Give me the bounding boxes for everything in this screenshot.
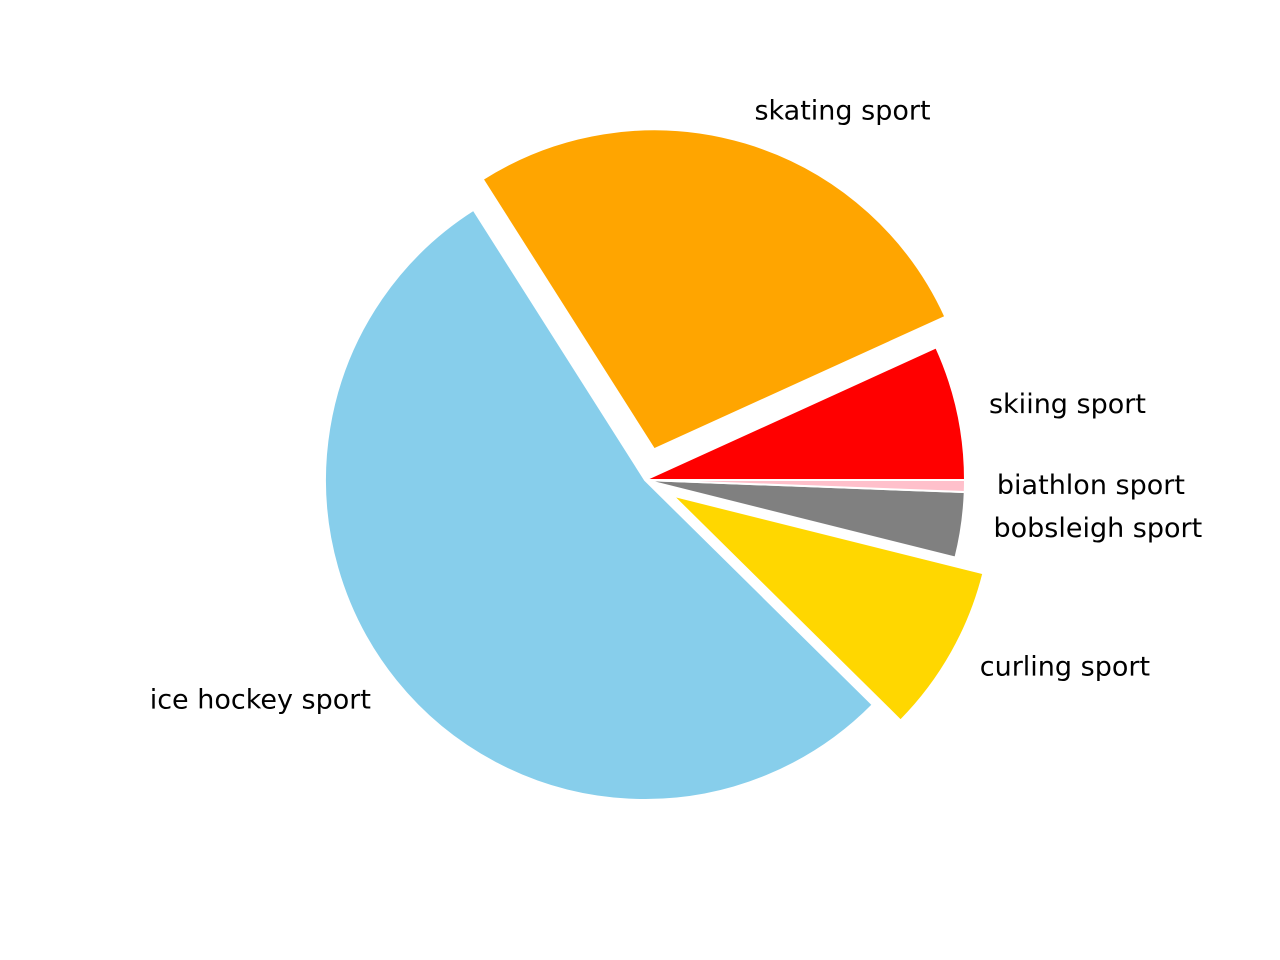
slice-ice-hockey-sport (324, 208, 875, 801)
pie-slices (324, 128, 985, 801)
label-skating-sport: skating sport (754, 95, 930, 126)
slice-skating-sport (481, 128, 947, 451)
label-ice-hockey-sport: ice hockey sport (150, 684, 371, 715)
slice-biathlon-sport (644, 479, 967, 494)
label-skiing-sport: skiing sport (989, 389, 1146, 420)
pie-labels: skiing sport skating sport ice hockey spor… (150, 95, 1203, 715)
label-curling-sport: curling sport (980, 652, 1150, 683)
label-biathlon-sport: biathlon sport (997, 470, 1185, 501)
label-bobsleigh-sport: bobsleigh sport (993, 513, 1202, 544)
slice-curling-sport (669, 493, 985, 722)
slice-skiing-sport (644, 346, 967, 481)
